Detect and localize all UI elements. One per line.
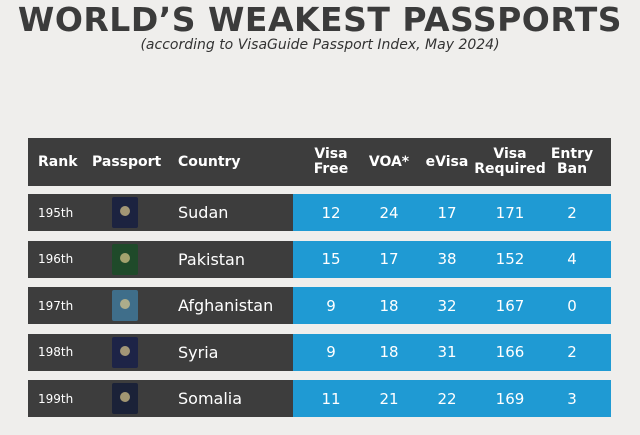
row-label-area: 199th Somalia — [28, 380, 293, 417]
row-values-area — [293, 333, 611, 371]
table-row: 196th Pakistan 15 17 38 152 4 — [28, 240, 611, 278]
row-values-area — [293, 380, 611, 417]
value-cell: 12 — [321, 203, 341, 222]
rank: 198th — [38, 345, 74, 359]
value-cell: 3 — [567, 389, 577, 408]
passport-icon — [112, 243, 138, 275]
table-row: 198th Syria 9 18 31 166 2 — [28, 333, 611, 371]
table-row: 195th Sudan 12 24 17 171 2 — [28, 194, 611, 231]
column-header: Rank — [38, 153, 78, 170]
column-header: Country — [178, 153, 241, 170]
value-cell: 9 — [326, 343, 336, 361]
row-label-area: 197th Afghanistan — [28, 287, 293, 324]
row-values-area — [293, 194, 611, 231]
passport-icon — [112, 197, 138, 228]
value-cell: 17 — [379, 250, 399, 268]
value-cell: 171 — [495, 203, 525, 222]
rank: 199th — [38, 391, 74, 406]
country: Sudan — [178, 203, 229, 222]
column-header: eVisa — [425, 153, 469, 170]
table-row: 197th Afghanistan 9 18 32 167 0 — [28, 287, 611, 324]
column-header: Visa Free — [313, 146, 349, 177]
country: Syria — [178, 342, 219, 362]
column-header: Passport — [92, 153, 162, 170]
value-cell: 9 — [326, 296, 336, 315]
row-label-area: 195th Sudan — [28, 194, 293, 231]
row-values-area — [293, 240, 611, 278]
value-cell: 166 — [495, 343, 525, 361]
value-cell: 4 — [567, 250, 577, 268]
passport-icon — [112, 336, 138, 368]
subtitle: (according to VisaGuide Passport Index, … — [140, 37, 500, 53]
value-cell: 18 — [379, 343, 399, 361]
value-cell: 2 — [567, 203, 577, 222]
value-cell: 169 — [495, 389, 525, 408]
value-cell: 0 — [567, 296, 577, 315]
value-cell: 38 — [437, 250, 457, 268]
value-cell: 24 — [379, 203, 399, 222]
country: Afghanistan — [178, 296, 274, 315]
column-header: Visa Required — [474, 146, 546, 177]
table-header: Rank Passport Country Visa Free VOA* eVisa Vis… — [28, 138, 611, 186]
value-cell: 17 — [437, 203, 457, 222]
value-cell: 2 — [567, 343, 577, 361]
value-cell: 15 — [321, 250, 341, 268]
row-label-area: 196th Pakistan — [28, 240, 293, 278]
country: Pakistan — [178, 249, 245, 269]
passport-icon — [112, 290, 138, 321]
title: WORLD’S WEAKEST PASSPORTS — [17, 0, 623, 39]
value-cell: 18 — [379, 296, 399, 315]
value-cell: 167 — [495, 296, 525, 315]
table-row: 199th Somalia 11 21 22 169 3 — [28, 380, 611, 417]
value-cell: 32 — [437, 296, 457, 315]
value-cell: 152 — [495, 250, 525, 268]
rank: 195th — [38, 205, 74, 220]
value-cell: 31 — [437, 343, 457, 361]
rank: 196th — [38, 252, 74, 266]
column-header: VOA* — [368, 153, 410, 170]
row-label-area: 198th Syria — [28, 333, 293, 371]
row-values-area — [293, 287, 611, 324]
value-cell: 21 — [379, 389, 399, 408]
rank: 197th — [38, 298, 74, 313]
value-cell: 22 — [437, 389, 457, 408]
value-cell: 11 — [321, 389, 341, 408]
column-header: Entry Ban — [550, 146, 594, 177]
passport-icon — [112, 383, 138, 414]
country: Somalia — [178, 389, 243, 408]
